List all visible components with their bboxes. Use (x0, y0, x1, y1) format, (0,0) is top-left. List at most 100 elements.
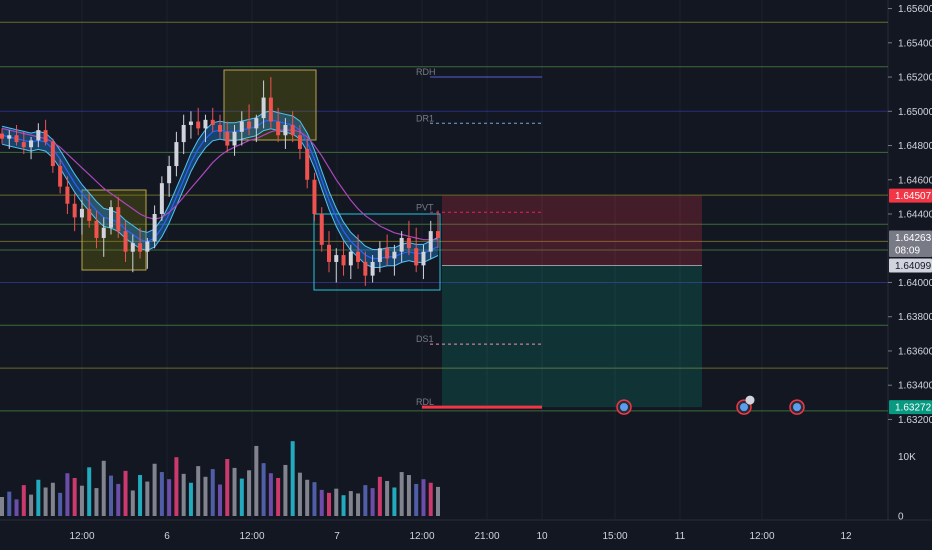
candle-body[interactable] (188, 121, 193, 125)
candle-body[interactable] (174, 142, 179, 167)
price-badge-label: 1.64099 (895, 261, 932, 272)
position-target-zone[interactable] (442, 265, 702, 408)
candle-body[interactable] (181, 124, 186, 143)
candle-body[interactable] (414, 248, 419, 266)
candle-body[interactable] (261, 97, 266, 119)
candle-body[interactable] (399, 237, 404, 252)
candle-body[interactable] (116, 207, 121, 232)
volume-bar (36, 479, 41, 516)
candle-body[interactable] (363, 261, 368, 276)
candle-body[interactable] (247, 121, 252, 129)
candle-body[interactable] (7, 135, 12, 139)
candle-body[interactable] (334, 255, 339, 262)
candle-body[interactable] (348, 251, 353, 266)
volume-bar (159, 472, 164, 516)
candle-body[interactable] (203, 119, 208, 129)
candle-body[interactable] (94, 220, 99, 238)
time-scale[interactable] (0, 520, 932, 550)
candle-body[interactable] (123, 231, 128, 252)
candle-body[interactable] (21, 142, 26, 148)
candle-body[interactable] (109, 207, 113, 228)
candle-body[interactable] (406, 237, 411, 249)
candle-body[interactable] (283, 124, 288, 136)
candle-body[interactable] (210, 119, 215, 125)
candle-body[interactable] (72, 203, 77, 218)
volume-bar (29, 494, 34, 516)
pivot-label-pvt: PVT (416, 202, 434, 212)
candle-body[interactable] (392, 251, 397, 259)
price-badge[interactable] (889, 258, 932, 273)
candle-body[interactable] (297, 135, 302, 149)
candle-body[interactable] (254, 118, 259, 129)
volume-bar (406, 475, 411, 516)
candle-body[interactable] (0, 133, 4, 139)
candle-body[interactable] (14, 135, 19, 143)
volume-bar (305, 479, 310, 516)
candle-body[interactable] (152, 214, 157, 242)
candle-body[interactable] (29, 140, 34, 148)
price-badge[interactable] (889, 230, 932, 245)
volume-bar (414, 483, 419, 516)
event-marker-2-badge-count: 2 (747, 395, 753, 406)
range-box[interactable] (313, 213, 441, 291)
candle-body[interactable] (87, 208, 92, 221)
chart-pane[interactable] (0, 0, 888, 520)
candle-body[interactable] (50, 142, 55, 167)
candle-body[interactable] (65, 186, 70, 204)
time-tick-label: 11 (675, 531, 686, 542)
candle-body[interactable] (225, 131, 230, 146)
candle-body[interactable] (159, 183, 164, 214)
candle-body[interactable] (268, 97, 273, 122)
price-badge-label: 1.64263 (895, 233, 932, 244)
volume-bar (370, 488, 375, 516)
candle-body[interactable] (167, 166, 172, 184)
candle-body[interactable] (218, 124, 222, 132)
volume-bar (239, 478, 244, 516)
candle-body[interactable] (36, 130, 41, 141)
candle-body[interactable] (276, 121, 281, 136)
price-tick-label: 1.65600 (898, 4, 932, 15)
volume-bar (87, 467, 92, 516)
time-tick-label: 15:00 (602, 531, 627, 542)
volume-bar (254, 445, 259, 516)
time-tick-label: 6 (164, 531, 170, 542)
candle-body[interactable] (79, 208, 84, 218)
candle-body[interactable] (377, 248, 382, 262)
candle-body[interactable] (239, 121, 244, 132)
candle-body[interactable] (370, 261, 375, 276)
candle-body[interactable] (101, 227, 106, 238)
candle-body[interactable] (385, 248, 390, 259)
candle-body[interactable] (319, 214, 324, 245)
candle-body[interactable] (305, 148, 310, 180)
volume-bar (123, 470, 128, 516)
candle-body[interactable] (232, 131, 237, 146)
candle-body[interactable] (327, 244, 331, 262)
volume-bar (348, 491, 353, 516)
candle-body[interactable] (312, 179, 317, 214)
volume-bar (50, 482, 55, 516)
volume-bar (290, 441, 295, 516)
candle-body[interactable] (341, 255, 346, 266)
position-stop-zone[interactable] (442, 195, 702, 266)
candle-body[interactable] (290, 124, 295, 136)
candle-body[interactable] (196, 121, 201, 129)
candle-body[interactable] (138, 243, 143, 252)
price-badge-label: 1.63272 (895, 403, 932, 414)
candle-body[interactable] (428, 231, 433, 252)
candle-body[interactable] (43, 130, 48, 143)
candle-body[interactable] (421, 251, 426, 266)
price-badge[interactable] (889, 188, 932, 203)
event-marker-1-icon (620, 403, 628, 412)
candle-body[interactable] (145, 241, 150, 252)
volume-bar (72, 478, 77, 516)
candle-body[interactable] (130, 243, 135, 252)
price-tick-label: 1.65000 (898, 107, 932, 118)
price-badge[interactable] (889, 400, 932, 415)
candle-body[interactable] (436, 231, 440, 238)
candle-body[interactable] (58, 166, 63, 187)
candle-body[interactable] (356, 251, 361, 262)
price-badge[interactable] (889, 242, 932, 257)
price-tick-label: 1.63600 (898, 346, 932, 357)
